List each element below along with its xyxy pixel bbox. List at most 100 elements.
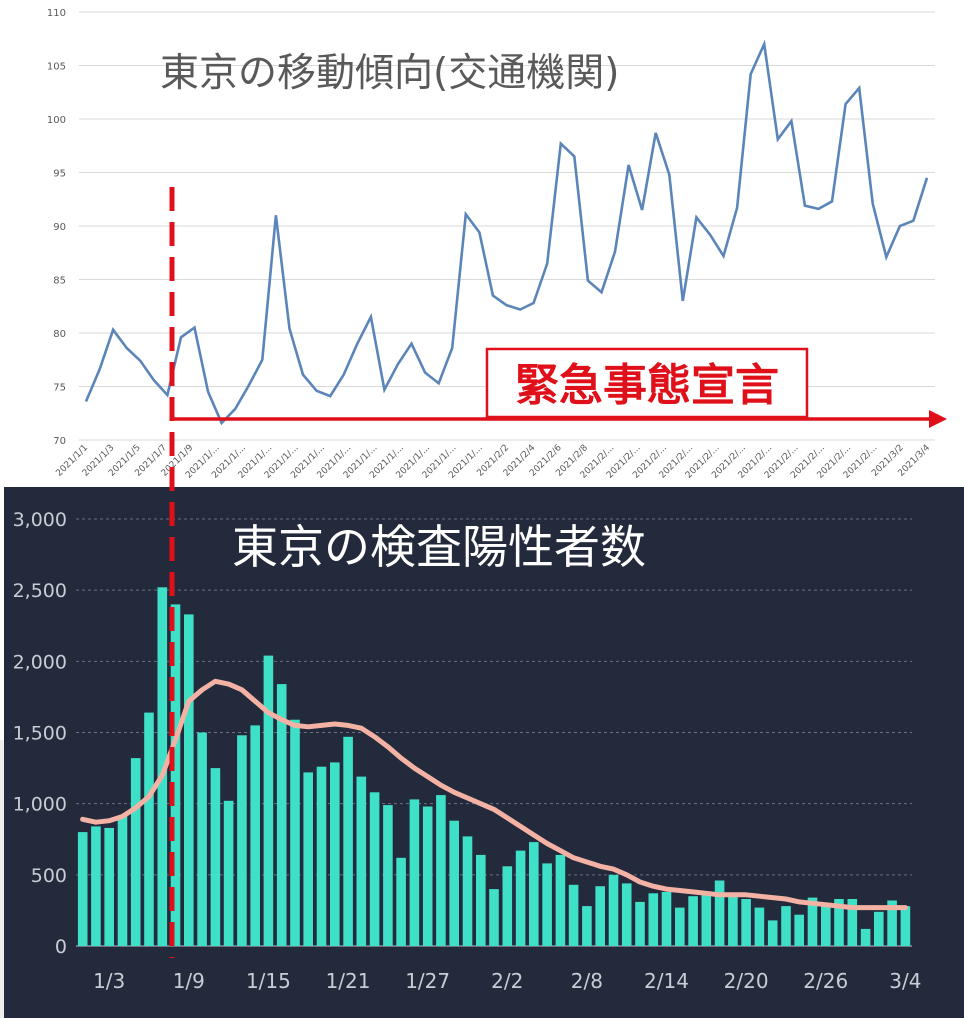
cases-bar	[290, 719, 300, 946]
cases-bar	[608, 874, 619, 946]
cases-bar	[781, 906, 791, 946]
cases-bar	[117, 816, 128, 946]
declaration-annotation: 緊急事態宣言	[169, 187, 947, 958]
cases-bar	[529, 842, 539, 946]
cases-bar	[170, 604, 181, 946]
cases-y-tick-label: 0	[55, 936, 67, 958]
cases-bar	[728, 893, 738, 946]
cases-x-tick-label: 1/3	[93, 969, 125, 993]
cases-y-tick-label: 2,500	[13, 580, 67, 602]
cases-moving-average-line	[80, 678, 908, 911]
mobility-chart-title: 東京の移動傾向(交通機関)	[160, 51, 619, 96]
mobility-y-tick-label: 90	[53, 222, 66, 233]
cases-bar	[462, 836, 473, 946]
cases-x-tick-label: 2/8	[571, 969, 603, 993]
cases-y-tick-label: 2,000	[13, 651, 67, 673]
cases-bar	[343, 736, 353, 946]
cases-x-tick-labels: 1/3 1/9 1/15 1/21 1/27 2/2 2/8 2/14 2/20 2/26 3/4	[93, 969, 921, 993]
cases-bar	[276, 684, 287, 946]
cases-x-tick-label: 1/15	[246, 969, 291, 993]
cases-bar	[130, 758, 141, 946]
cases-bars	[77, 587, 911, 946]
cases-bar	[369, 792, 380, 946]
mobility-y-tick-label: 85	[53, 276, 66, 287]
cases-bar	[144, 712, 154, 946]
cases-bar	[356, 776, 367, 946]
cases-bar	[555, 854, 566, 946]
cases-bar	[396, 857, 406, 946]
mobility-y-tick-label: 110	[47, 8, 66, 19]
cases-y-tick-label: 500	[31, 865, 67, 887]
declaration-label-box	[485, 347, 809, 419]
cases-bar	[874, 911, 884, 946]
cases-y-tick-labels: 3,000 2,500 2,000 1,500 1,000 500 0	[13, 509, 67, 958]
cases-bar	[449, 820, 459, 946]
mobility-y-tick-label: 105	[47, 62, 66, 73]
cases-bar	[595, 886, 605, 946]
cases-bar	[542, 863, 552, 946]
cases-bar	[834, 899, 844, 946]
cases-bar	[568, 884, 579, 946]
cases-bar	[621, 883, 632, 946]
cases-bar	[303, 772, 313, 946]
cases-x-tick-label: 2/20	[724, 969, 769, 993]
cases-x-tick-label: 1/21	[326, 969, 371, 993]
cases-bar	[157, 587, 168, 946]
cases-bar	[330, 762, 340, 946]
cases-bar	[754, 907, 765, 946]
cases-bar	[701, 894, 712, 946]
positive-cases-bar-chart: 3,000 2,500 2,000 1,500 1,000 500 0 1/3 1/9 1/15…	[4, 487, 964, 1018]
cases-bar	[847, 899, 858, 946]
cases-bar	[223, 800, 234, 946]
cases-x-tick-label: 1/27	[405, 969, 450, 993]
cases-bar	[197, 732, 207, 946]
declaration-arrow-head	[929, 410, 947, 428]
cases-bar	[77, 832, 88, 946]
cases-bar	[887, 900, 897, 946]
cases-x-tick-label: 3/4	[889, 969, 921, 993]
cases-x-tick-label: 2/14	[644, 969, 689, 993]
cases-bar	[489, 889, 499, 946]
cases-bar	[409, 799, 420, 946]
cases-bar	[383, 805, 393, 946]
cases-bar	[237, 735, 247, 946]
cases-bar	[422, 806, 433, 946]
cases-bar	[860, 928, 871, 946]
cases-bar	[648, 893, 659, 946]
cases-bar	[316, 766, 327, 946]
cases-bar	[250, 725, 260, 946]
cases-bar	[476, 854, 486, 946]
cases-bar	[661, 891, 672, 946]
cases-bar	[807, 897, 818, 946]
cases-chart-title: 東京の検査陽性者数	[232, 520, 646, 574]
mobility-y-tick-label: 100	[47, 115, 66, 126]
declaration-label: 緊急事態宣言	[515, 360, 779, 411]
mobility-y-tick-labels: 110 105 100 95 90 85 80 75 70	[47, 8, 66, 447]
cases-bar	[900, 906, 911, 946]
cases-y-tick-label: 3,000	[13, 509, 67, 531]
cases-bar	[635, 901, 645, 946]
cases-bar	[675, 907, 685, 946]
cases-bar	[502, 866, 513, 946]
cases-x-tick-label: 2/2	[491, 969, 523, 993]
cases-bar	[436, 795, 446, 946]
mobility-y-tick-label: 70	[53, 436, 66, 447]
cases-bar	[104, 827, 114, 946]
mobility-y-tick-label: 80	[53, 329, 66, 340]
cases-bar	[210, 768, 221, 946]
cases-bar	[515, 850, 526, 946]
cases-x-tick-label: 1/9	[173, 969, 205, 993]
cases-bar	[263, 655, 274, 946]
cases-bar	[794, 914, 804, 946]
mobility-y-tick-label: 75	[53, 383, 66, 394]
cases-bar	[821, 903, 831, 946]
cases-bar	[582, 906, 592, 946]
cases-bar	[91, 826, 101, 946]
cases-bar	[741, 899, 751, 946]
mobility-y-tick-label: 95	[53, 169, 66, 180]
cases-bar	[184, 614, 194, 946]
cases-bar	[767, 920, 778, 946]
cases-x-tick-label: 2/26	[803, 969, 848, 993]
cases-y-tick-label: 1,500	[13, 723, 67, 745]
